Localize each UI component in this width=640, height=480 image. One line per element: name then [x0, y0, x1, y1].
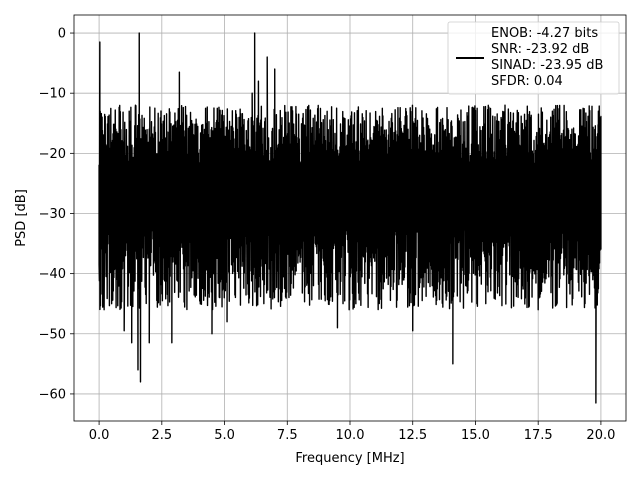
legend-entry-enob: ENOB: -4.27 bits	[491, 26, 598, 41]
x-tick-label: 15.0	[461, 428, 490, 443]
series-layer	[98, 32, 602, 404]
x-axis-title: Frequency [MHz]	[295, 451, 404, 466]
legend-entry-sfdr: SFDR: 0.04	[491, 74, 563, 89]
x-tick-label: 2.5	[151, 428, 172, 443]
x-tick-label: 10.0	[336, 428, 365, 443]
legend: ENOB: -4.27 bits SNR: -23.92 dB SINAD: -…	[447, 21, 620, 95]
x-tick-label: 5.0	[214, 428, 235, 443]
x-tick-label: 20.0	[586, 428, 615, 443]
y-tick-label: 0	[58, 27, 66, 42]
legend-entry-snr: SNR: -23.92 dB	[491, 42, 589, 57]
y-tick-label: −20	[39, 147, 66, 162]
legend-entry-sinad: SINAD: -23.95 dB	[491, 58, 603, 73]
legend-box	[447, 21, 620, 95]
x-tick-label: 17.5	[524, 428, 553, 443]
y-tick-label: −30	[39, 207, 66, 222]
x-tick-label: 12.5	[398, 428, 427, 443]
x-tick-label: 7.5	[277, 428, 298, 443]
psd-series-line	[98, 32, 602, 404]
x-tick-label: 0.0	[89, 428, 110, 443]
x-axis: 0.0 2.5 5.0 7.5 10.0 12.5 15.0 17.5 20.0	[89, 421, 615, 443]
y-tick-label: −60	[39, 387, 66, 402]
y-axis: 0 −10 −20 −30 −40 −50 −60	[39, 27, 74, 402]
y-tick-label: −10	[39, 87, 66, 102]
y-tick-label: −40	[39, 267, 66, 282]
y-axis-title: PSD [dB]	[14, 189, 29, 247]
y-tick-label: −50	[39, 327, 66, 342]
